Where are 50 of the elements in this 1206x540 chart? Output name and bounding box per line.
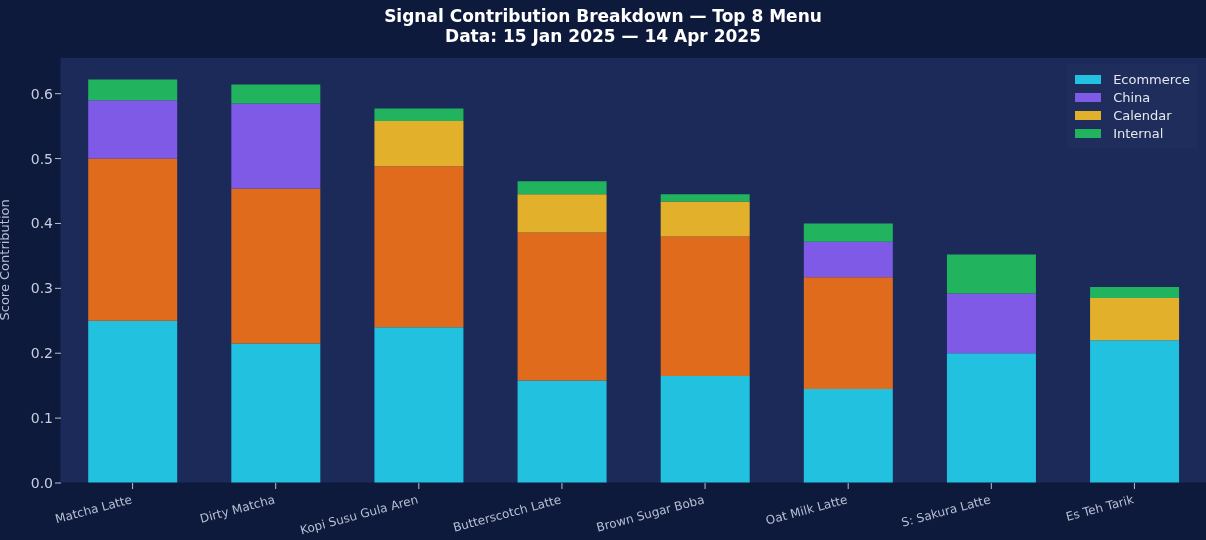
x-tick-label: Kopi Susu Gula Aren bbox=[298, 492, 420, 538]
y-tick-label: 0.4 bbox=[30, 215, 54, 232]
y-tick-label: 0.2 bbox=[30, 345, 53, 362]
bar bbox=[517, 232, 607, 381]
y-tick-label: 0.3 bbox=[30, 280, 53, 297]
x-tick-label: Oat Milk Latte bbox=[764, 492, 849, 528]
bar bbox=[803, 241, 893, 278]
bar bbox=[374, 120, 464, 167]
bar bbox=[517, 194, 607, 233]
bar bbox=[803, 277, 893, 389]
bar bbox=[88, 158, 178, 321]
bar bbox=[946, 293, 1036, 354]
bar bbox=[946, 353, 1036, 483]
x-tick-label: Brown Sugar Boba bbox=[595, 492, 706, 535]
bar bbox=[1090, 340, 1180, 483]
bar bbox=[1090, 298, 1180, 341]
legend-label: Ecommerce bbox=[1113, 71, 1190, 87]
bar bbox=[517, 181, 607, 195]
legend-label: Internal bbox=[1113, 125, 1164, 141]
bar bbox=[803, 223, 893, 242]
bar bbox=[803, 388, 893, 483]
bar bbox=[374, 108, 464, 121]
bar bbox=[1090, 287, 1180, 299]
bar bbox=[88, 100, 178, 159]
legend-label: Calendar bbox=[1113, 107, 1172, 123]
x-tick-label: Matcha Latte bbox=[53, 492, 134, 527]
bar bbox=[660, 194, 750, 202]
chart-subtitle: Data: 15 Jan 2025 — 14 Apr 2025 bbox=[444, 26, 762, 46]
chart-title: Signal Contribution Breakdown — Top 8 Menu bbox=[383, 6, 823, 26]
bar bbox=[374, 327, 464, 483]
bar bbox=[88, 79, 178, 101]
bar bbox=[231, 103, 321, 189]
bar bbox=[231, 343, 321, 483]
x-tick-label: S: Sakura Latte bbox=[900, 492, 993, 530]
bar bbox=[88, 320, 178, 483]
bar bbox=[660, 201, 750, 237]
y-tick-label: 0.0 bbox=[30, 474, 53, 491]
x-tick-label: Dirty Matcha bbox=[198, 492, 277, 526]
bar bbox=[660, 375, 750, 483]
bar bbox=[946, 254, 1036, 294]
legend-label: China bbox=[1113, 89, 1151, 105]
y-tick-label: 0.6 bbox=[30, 85, 54, 102]
bar bbox=[660, 236, 750, 376]
bar bbox=[517, 380, 607, 483]
bar bbox=[374, 166, 464, 328]
y-tick-label: 0.5 bbox=[30, 150, 53, 167]
bar bbox=[231, 188, 321, 344]
x-tick-label: Es Teh Tarik bbox=[1064, 492, 1136, 524]
bar bbox=[231, 84, 321, 104]
y-tick-label: 0.1 bbox=[30, 410, 53, 427]
